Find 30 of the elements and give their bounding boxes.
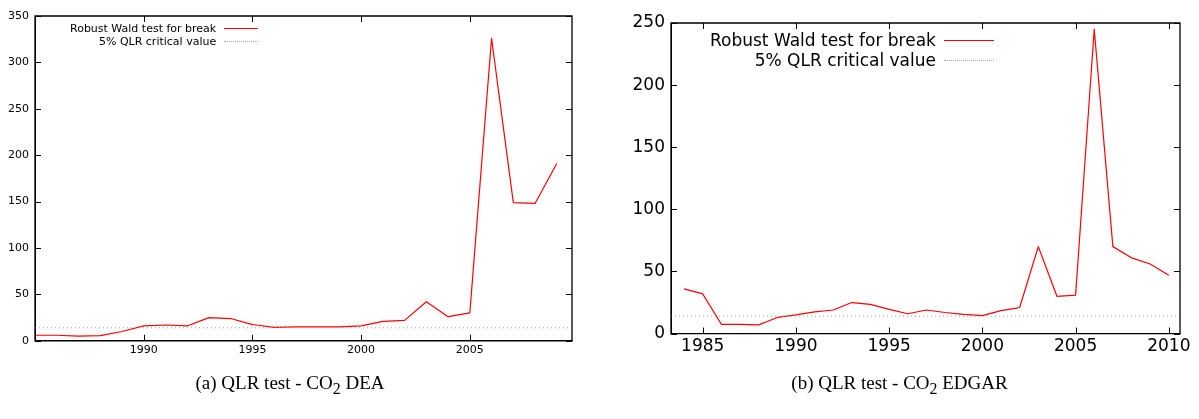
legend-label: Robust Wald test for break xyxy=(710,30,936,50)
y-tick-label: 50 xyxy=(15,287,29,301)
x-tick-label: 1995 xyxy=(238,343,267,357)
y-tick-label: 100 xyxy=(632,197,665,218)
x-tick-label: 2010 xyxy=(1147,335,1191,356)
x-tick-label: 2000 xyxy=(960,335,1004,356)
legend-label: 5% QLR critical value xyxy=(754,50,936,70)
y-tick-label: 350 xyxy=(8,8,29,22)
y-tick-label: 150 xyxy=(632,135,665,156)
x-tick-label: 2000 xyxy=(347,343,376,357)
y-tick-label: 300 xyxy=(8,55,29,69)
y-tick-label: 0 xyxy=(22,333,29,347)
x-tick-label: 2005 xyxy=(1053,335,1098,356)
legend-label: 5% QLR critical value xyxy=(98,35,217,48)
y-tick-label: 250 xyxy=(632,11,665,32)
y-tick-label: 0 xyxy=(654,322,665,343)
x-tick-label: 1990 xyxy=(774,335,818,356)
y-tick-label: 50 xyxy=(643,259,665,280)
x-tick-label: 2005 xyxy=(455,343,484,357)
y-tick-label: 100 xyxy=(8,240,29,254)
x-tick-label: 1985 xyxy=(681,335,725,356)
y-tick-label: 150 xyxy=(8,194,29,208)
y-tick-label: 200 xyxy=(632,73,665,94)
y-tick-label: 200 xyxy=(8,148,29,162)
x-tick-label: 1995 xyxy=(867,335,911,356)
text: (b) QLR test - CO$_{2}$ EDGAR xyxy=(791,372,1008,398)
y-tick-label: 250 xyxy=(8,101,29,115)
x-tick-label: 1990 xyxy=(129,343,158,357)
text: (a) QLR test - CO$_{2}$ DEA xyxy=(195,372,385,398)
legend-label: Robust Wald test for break xyxy=(70,22,217,35)
